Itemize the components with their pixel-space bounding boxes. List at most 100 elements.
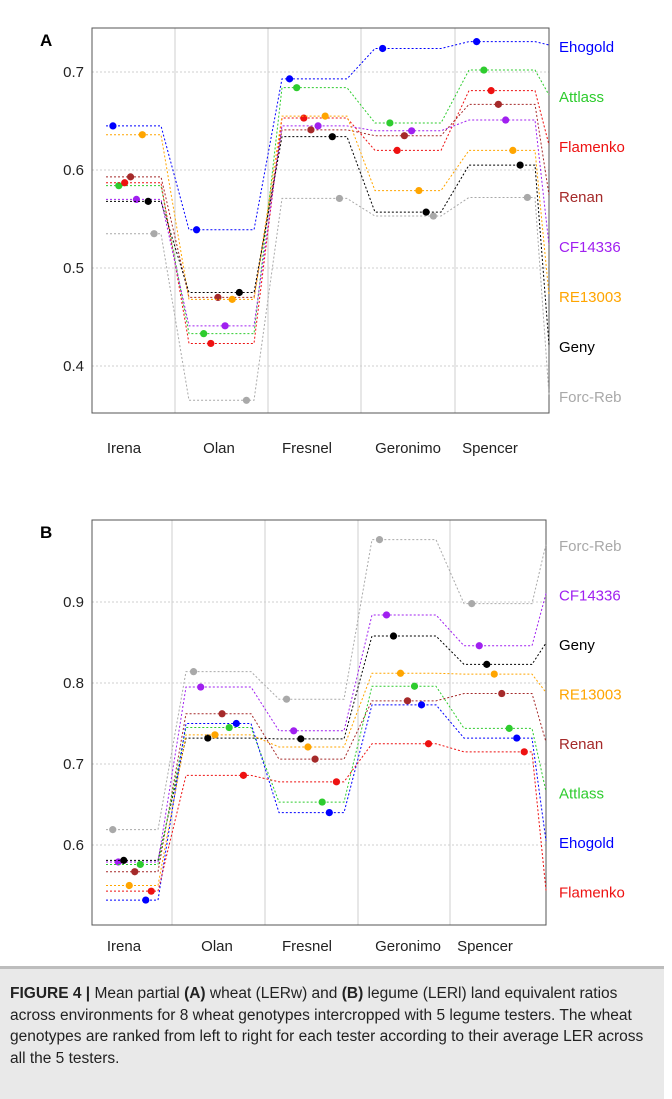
series-re13003: RE13003 (106, 669, 622, 890)
data-point (410, 682, 419, 690)
y-tick-label: 0.4 (63, 358, 84, 375)
series-forc-reb: Forc-Reb (106, 193, 622, 406)
data-point (235, 288, 243, 297)
data-point (509, 146, 517, 154)
data-point (147, 887, 155, 895)
data-point (211, 731, 219, 739)
data-point (386, 119, 394, 127)
data-point (121, 179, 129, 187)
data-point (109, 122, 117, 130)
series-geny: Geny (106, 133, 595, 356)
x-category-label: Irena (107, 938, 142, 955)
caption-bold-a: (A) (184, 985, 206, 1002)
series-renan: Renan (106, 689, 603, 876)
data-point (311, 755, 319, 763)
data-point (150, 230, 158, 238)
data-point (314, 122, 322, 130)
data-point (207, 339, 215, 348)
panel-B: B 0.6 0.7 0.8 0.9 Irena Olan Fresnel Geronimo Spe… (40, 519, 625, 955)
data-point (126, 173, 135, 181)
data-point (473, 38, 481, 46)
data-point (487, 87, 495, 95)
data-point (142, 896, 150, 904)
data-point (429, 212, 437, 220)
series-line (106, 41, 550, 231)
series-label: RE13003 (559, 687, 622, 704)
series-flamenko: Flamenko (106, 740, 625, 902)
data-point (516, 161, 524, 169)
data-point (221, 322, 229, 330)
series-line (106, 672, 547, 886)
data-point (285, 75, 294, 83)
series-geny: Geny (106, 632, 595, 864)
figure-caption: FIGURE 4 | Mean partial (A) wheat (LERw)… (0, 966, 664, 1099)
y-tick-label: 0.9 (63, 594, 84, 611)
data-point (325, 809, 333, 817)
data-point (109, 826, 117, 834)
data-point (300, 114, 308, 122)
panel-label: A (40, 31, 52, 50)
series-line (106, 743, 547, 892)
x-category-label: Irena (107, 440, 142, 457)
series-label: CF14336 (559, 588, 621, 605)
series-label: Ehogold (559, 39, 614, 56)
x-category-label: Fresnel (282, 440, 332, 457)
series-label: Attlass (559, 89, 604, 106)
series-cf14336: CF14336 (106, 116, 621, 330)
data-point (505, 724, 513, 732)
series-label: Renan (559, 189, 603, 206)
data-point (335, 194, 344, 203)
data-point (318, 798, 326, 806)
data-point (403, 697, 412, 705)
data-point (396, 669, 405, 677)
data-point (382, 611, 391, 619)
data-point (120, 856, 128, 864)
data-point (192, 226, 201, 234)
data-point (131, 868, 139, 876)
series-line (106, 539, 547, 831)
y-tick-label: 0.7 (63, 64, 84, 81)
x-category-label: Olan (203, 440, 235, 457)
caption-text-1: Mean partial (90, 985, 185, 1002)
series-label: Geny (559, 637, 595, 654)
y-tick-label: 0.6 (63, 837, 84, 854)
data-point (232, 719, 240, 728)
series-line (106, 685, 547, 865)
y-tick-label: 0.7 (63, 756, 84, 773)
data-point (424, 740, 433, 748)
caption-text-2: wheat (LERw) and (205, 985, 342, 1002)
data-point (242, 396, 251, 404)
series-line (106, 693, 547, 873)
data-point (307, 126, 315, 134)
plot-frame (91, 519, 547, 926)
data-point (321, 112, 329, 120)
series-renan: Renan (106, 100, 603, 301)
data-point (375, 536, 384, 544)
series-label: Geny (559, 339, 595, 356)
data-point (138, 131, 146, 139)
data-point (293, 84, 301, 92)
series-label: CF14336 (559, 239, 621, 256)
data-point (197, 683, 205, 691)
data-point (189, 668, 198, 676)
data-point (114, 858, 122, 866)
series-label: RE13003 (559, 289, 622, 306)
series-cf14336: CF14336 (106, 588, 621, 866)
data-point (513, 734, 521, 742)
series-line (106, 115, 550, 300)
data-point (136, 860, 144, 869)
series-ehogold: Ehogold (106, 38, 614, 234)
data-point (115, 182, 123, 190)
y-tick-label: 0.5 (63, 260, 84, 277)
data-point (332, 778, 341, 786)
series-label: Flamenko (559, 139, 625, 156)
data-point (468, 600, 476, 608)
data-point (239, 771, 248, 779)
data-point (204, 734, 212, 742)
series-label: Forc-Reb (559, 538, 622, 555)
data-point (523, 193, 531, 202)
series-attlass: Attlass (106, 682, 604, 869)
data-point (328, 133, 336, 141)
x-category-label: Spencer (462, 440, 518, 457)
data-point (200, 330, 208, 338)
